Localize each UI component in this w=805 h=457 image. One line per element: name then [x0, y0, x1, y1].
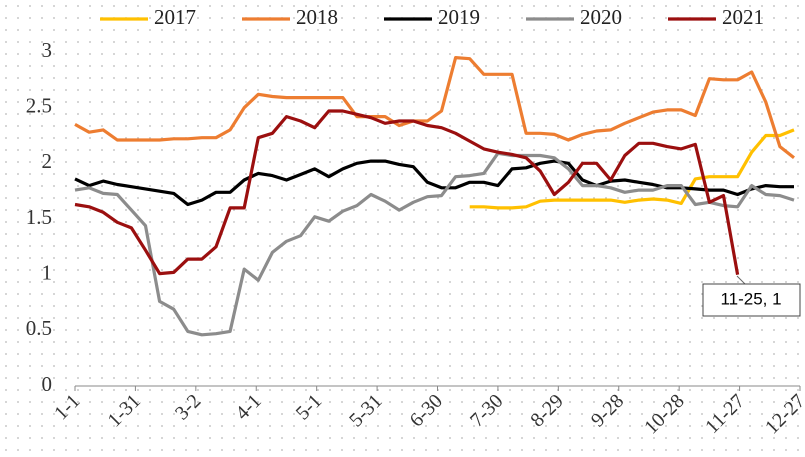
legend-label: 2017	[154, 5, 196, 29]
legend: 2017 2018 2019 2020 2021	[100, 5, 764, 29]
x-tick-label: 6-30	[406, 390, 447, 431]
y-tick-label: 0.5	[26, 316, 52, 340]
x-tick-label: 1-31	[103, 390, 144, 431]
x-tick-label: 5-1	[292, 390, 326, 424]
y-tick-label: 1.5	[26, 205, 52, 229]
legend-label: 2018	[296, 5, 338, 29]
annotation-leader	[736, 275, 746, 285]
series-line	[74, 159, 794, 207]
x-tick-label: 11-27	[701, 390, 749, 438]
series-line	[74, 109, 740, 276]
series-line	[469, 128, 795, 210]
x-tick-label: 4-1	[231, 390, 265, 424]
y-tick-label: 2.5	[26, 93, 52, 117]
annotation: 11-25, 1	[720, 289, 781, 308]
series-line	[74, 151, 795, 337]
x-tick-label: 3-2	[171, 390, 205, 424]
x-tick-label: 7-30	[466, 390, 507, 431]
x-tick-label: 1-1	[50, 390, 84, 424]
x-tick-label: 5-31	[345, 390, 386, 431]
x-tick-label: 8-29	[526, 390, 567, 431]
legend-label: 2020	[580, 5, 622, 29]
y-tick-label: 3	[42, 38, 53, 62]
series-line	[74, 56, 795, 160]
y-tick-label: 1	[42, 260, 53, 284]
legend-label: 2021	[722, 5, 764, 29]
annotation-box	[702, 283, 801, 317]
y-tick-label: 0	[42, 372, 53, 396]
legend-label: 2019	[438, 5, 480, 29]
x-tick-label: 12-27	[761, 390, 805, 439]
y-tick-label: 2	[42, 149, 53, 173]
x-tick-label: 9-28	[587, 390, 628, 431]
x-tick-label: 10-28	[640, 390, 689, 439]
